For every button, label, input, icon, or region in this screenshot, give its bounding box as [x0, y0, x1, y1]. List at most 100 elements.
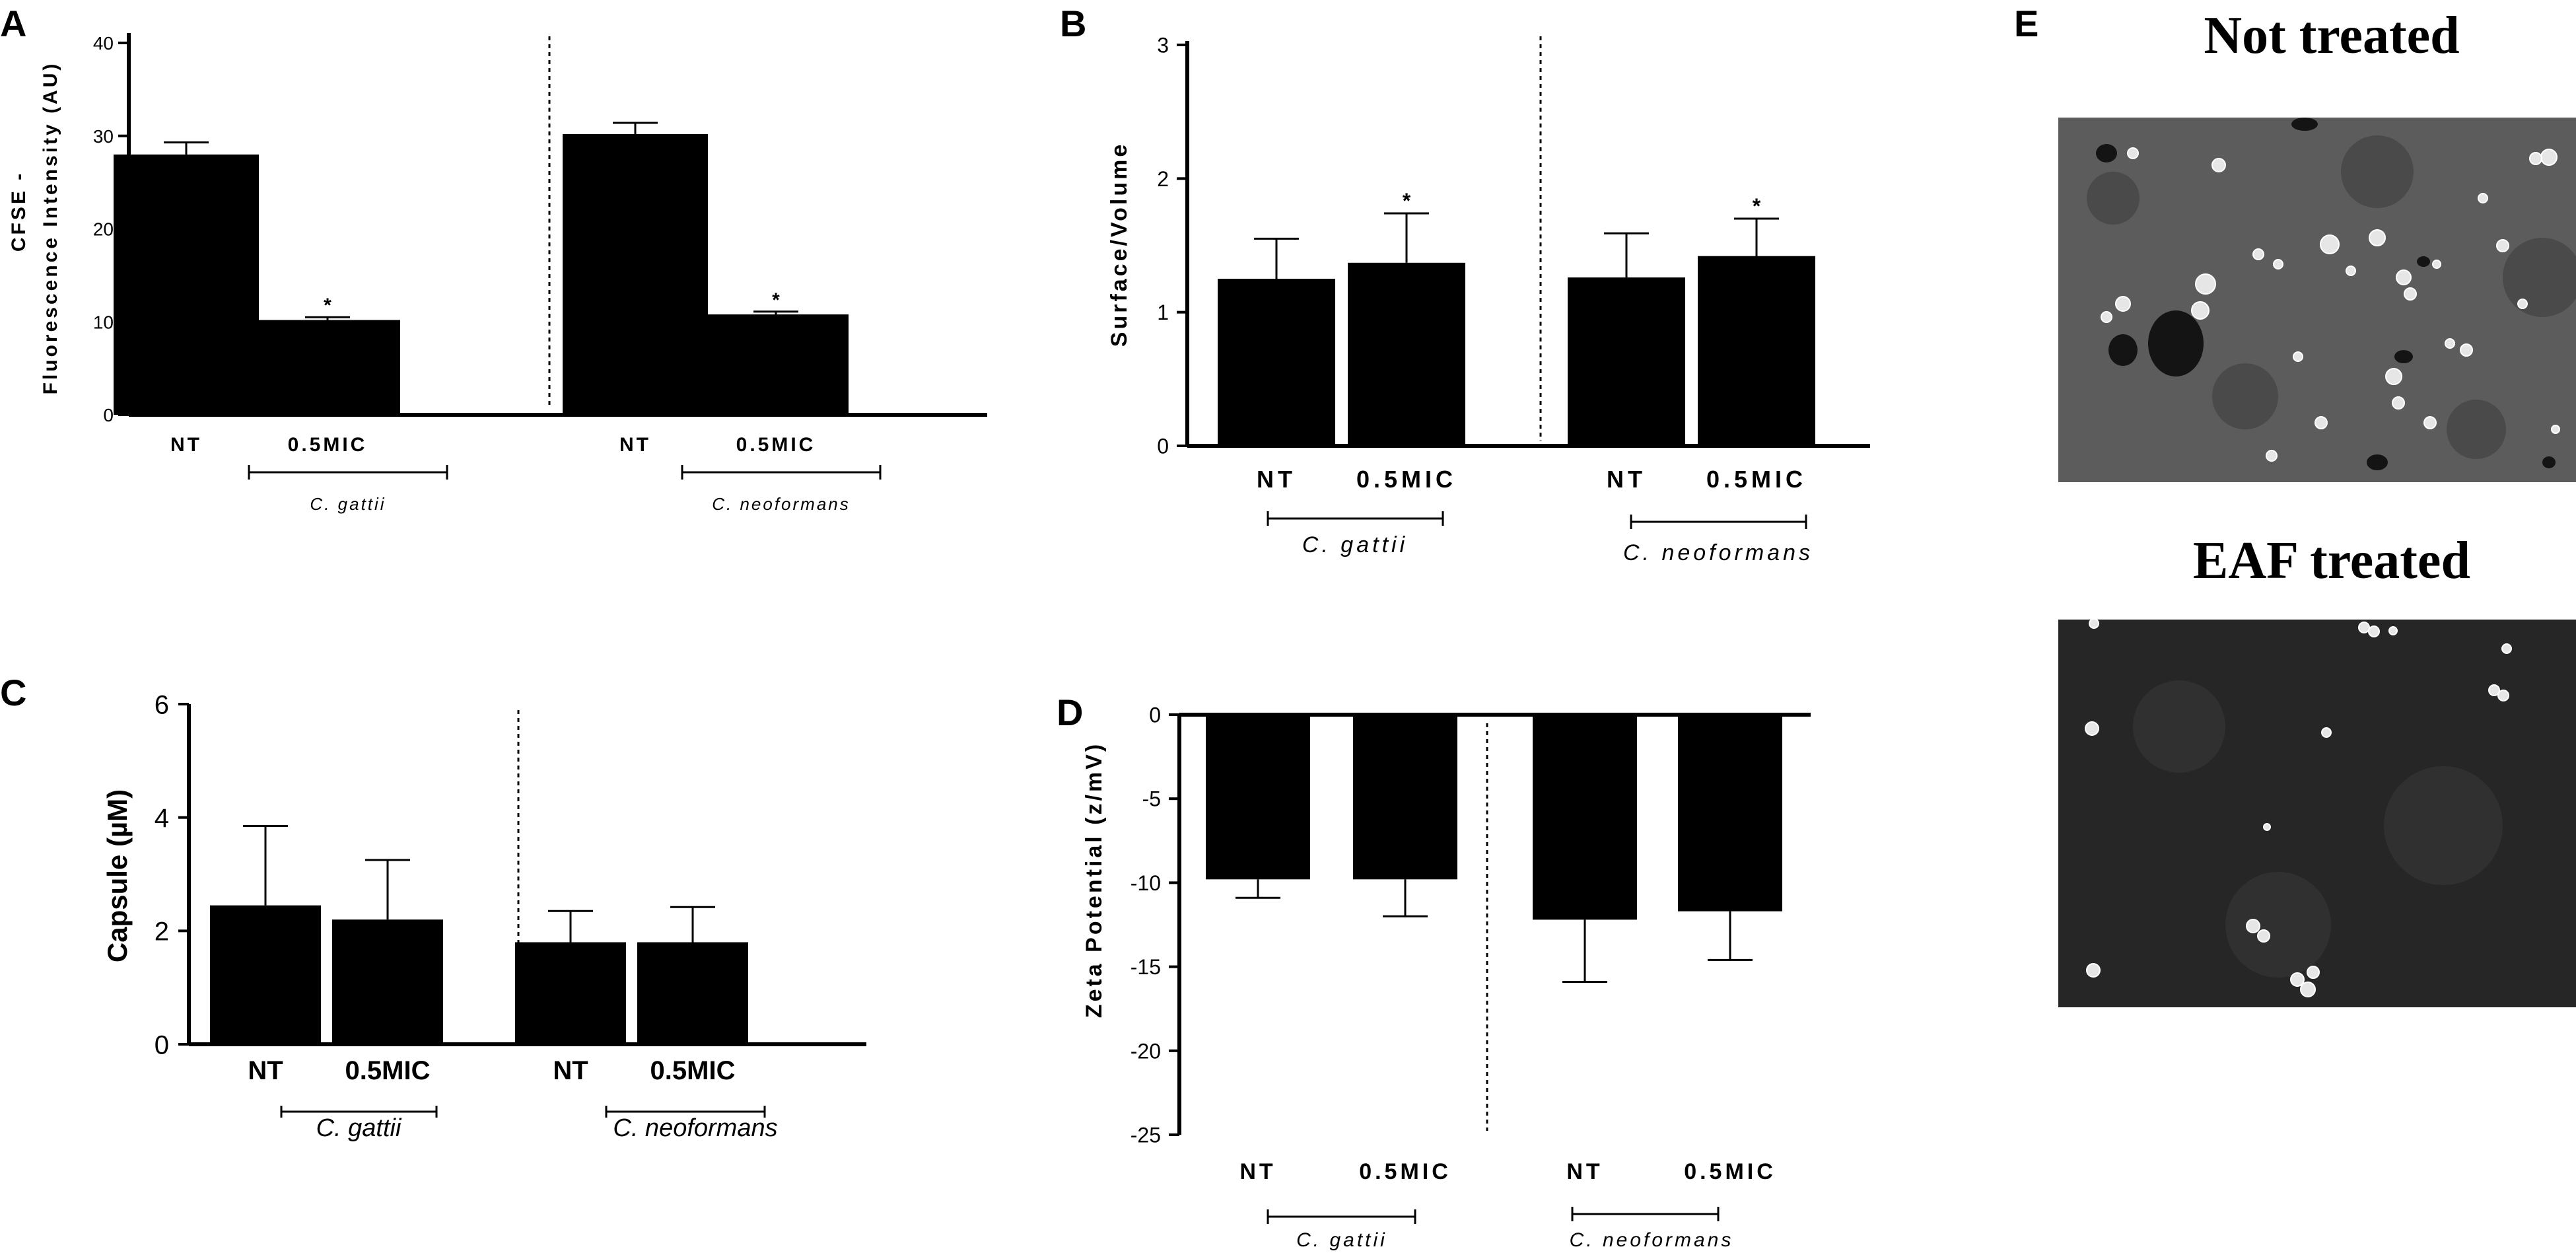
bar — [332, 919, 443, 1044]
group-label-gattii: C. gattii — [1296, 1229, 1387, 1251]
bar — [1348, 262, 1465, 446]
bar — [255, 320, 400, 415]
bar — [1678, 715, 1782, 912]
category-label: NT — [170, 434, 202, 456]
y-axis-label: Capsule (µM) — [102, 789, 133, 962]
y-tick-label: -20 — [1131, 1039, 1161, 1063]
bars — [114, 133, 849, 415]
significance-marks: * * — [1403, 189, 1761, 218]
panel-label-e: E — [2014, 3, 2038, 44]
panel-label-b: B — [1060, 3, 1086, 44]
significance-asterisk: * — [772, 289, 780, 311]
category-label: NT — [619, 434, 651, 456]
bar — [703, 314, 849, 415]
category-labels: NT 0.5MIC NT 0.5MIC — [1257, 466, 1807, 493]
y-tick-label: 0 — [155, 1030, 169, 1059]
group-label-neoformans: C. neoformans — [1623, 540, 1813, 565]
bars — [1218, 256, 1815, 446]
y-tick-label: 30 — [93, 126, 114, 147]
y-tick-label: 4 — [155, 804, 169, 833]
bar — [637, 942, 748, 1044]
y-axis-ticks: 0 2 4 6 — [155, 690, 189, 1059]
y-axis-label: Zeta Potential (z/mV) — [1082, 742, 1107, 1018]
y-tick-label: -5 — [1142, 787, 1161, 811]
bar — [1568, 277, 1685, 446]
micrograph-eaf-treated — [2058, 618, 2576, 1007]
bar — [1698, 256, 1815, 446]
category-label: NT — [248, 1056, 283, 1085]
bar — [1218, 279, 1335, 446]
significance-asterisk: * — [1403, 189, 1411, 213]
category-label: 0.5MIC — [288, 434, 368, 456]
y-tick-label: 0 — [1157, 435, 1169, 458]
group-label-gattii: C. gattii — [1302, 532, 1408, 557]
category-label: 0.5MIC — [345, 1056, 431, 1085]
category-label: NT — [1566, 1159, 1603, 1184]
y-tick-label: 1 — [1157, 301, 1169, 324]
y-tick-label: 0 — [1149, 703, 1161, 727]
y-tick-label: 0 — [103, 405, 114, 425]
significance-asterisk: * — [324, 295, 331, 316]
y-tick-label: -15 — [1131, 955, 1161, 979]
bar — [1353, 715, 1457, 880]
y-tick-label: 6 — [155, 690, 169, 719]
bars — [1206, 715, 1782, 920]
y-axis-ticks: 0 -5 -10 -15 -20 -25 — [1131, 703, 1179, 1147]
y-tick-label: -25 — [1131, 1124, 1161, 1147]
category-label: 0.5MIC — [736, 434, 816, 456]
error-bars — [164, 122, 798, 320]
group-label-gattii: C. gattii — [316, 1114, 402, 1142]
panel-e-microscopy: E Not treated EAF treated — [2014, 3, 2576, 1007]
group-label-neoformans: C. neoformans — [613, 1114, 777, 1142]
panel-c-chart: C Capsule (µM) 0 2 4 6 NT 0.5MIC NT 0.5MIC C. … — [0, 672, 866, 1142]
bar — [563, 133, 708, 415]
y-tick-label: -10 — [1131, 871, 1161, 895]
bar — [1533, 715, 1637, 920]
bar — [515, 942, 626, 1044]
category-label: NT — [553, 1056, 588, 1085]
category-label: 0.5MIC — [1356, 466, 1457, 493]
category-labels: NT 0.5MIC NT 0.5MIC — [1239, 1159, 1776, 1184]
panel-label-c: C — [0, 672, 26, 713]
group-label-neoformans: C. neoformans — [1570, 1229, 1734, 1251]
y-tick-label: 10 — [93, 312, 114, 332]
y-axis-label: Surface/Volume — [1107, 142, 1132, 347]
category-label: 0.5MIC — [650, 1056, 736, 1085]
y-axis-label-line1: CFSE - — [8, 171, 30, 252]
category-label: NT — [1257, 466, 1296, 493]
panel-label-d: D — [1057, 692, 1083, 733]
significance-marks: * * — [324, 289, 780, 316]
panel-a-chart: A CFSE - Fluorescence Intensity (AU) 0 10… — [0, 3, 987, 514]
category-label: 0.5MIC — [1359, 1159, 1451, 1184]
category-labels: NT 0.5MIC NT 0.5MIC — [170, 434, 816, 456]
category-label: NT — [1239, 1159, 1276, 1184]
image-title-eaf-treated: EAF treated — [2193, 532, 2470, 590]
error-bars — [1254, 212, 1779, 279]
y-axis-ticks: 0 1 2 3 — [1157, 34, 1187, 458]
bar — [114, 154, 259, 415]
micrograph-not-treated — [2058, 118, 2576, 482]
y-tick-label: 2 — [155, 917, 169, 947]
significance-asterisk: * — [1753, 194, 1761, 218]
error-bars — [1236, 879, 1753, 983]
bars — [210, 905, 748, 1044]
category-label: NT — [1607, 466, 1646, 493]
group-label-gattii: C. gattii — [310, 494, 386, 514]
panel-d-chart: D Zeta Potential (z/mV) 0-5-10-15-20-25 … — [1057, 692, 1811, 1251]
y-tick-label: 40 — [93, 33, 114, 54]
image-title-not-treated: Not treated — [2204, 7, 2459, 65]
error-bars — [243, 825, 715, 943]
y-tick-label: 20 — [93, 219, 114, 240]
category-labels: NT 0.5MIC NT 0.5MIC — [248, 1056, 735, 1085]
category-label: 0.5MIC — [1684, 1159, 1776, 1184]
bar — [1206, 715, 1310, 880]
y-tick-label: 2 — [1157, 167, 1169, 191]
category-label: 0.5MIC — [1706, 466, 1807, 493]
y-tick-label: 3 — [1157, 34, 1169, 57]
panel-label-a: A — [0, 3, 26, 44]
group-label-neoformans: C. neoformans — [712, 494, 851, 514]
bar — [210, 905, 321, 1044]
y-axis-ticks: 0 10 20 30 40 — [93, 33, 129, 425]
